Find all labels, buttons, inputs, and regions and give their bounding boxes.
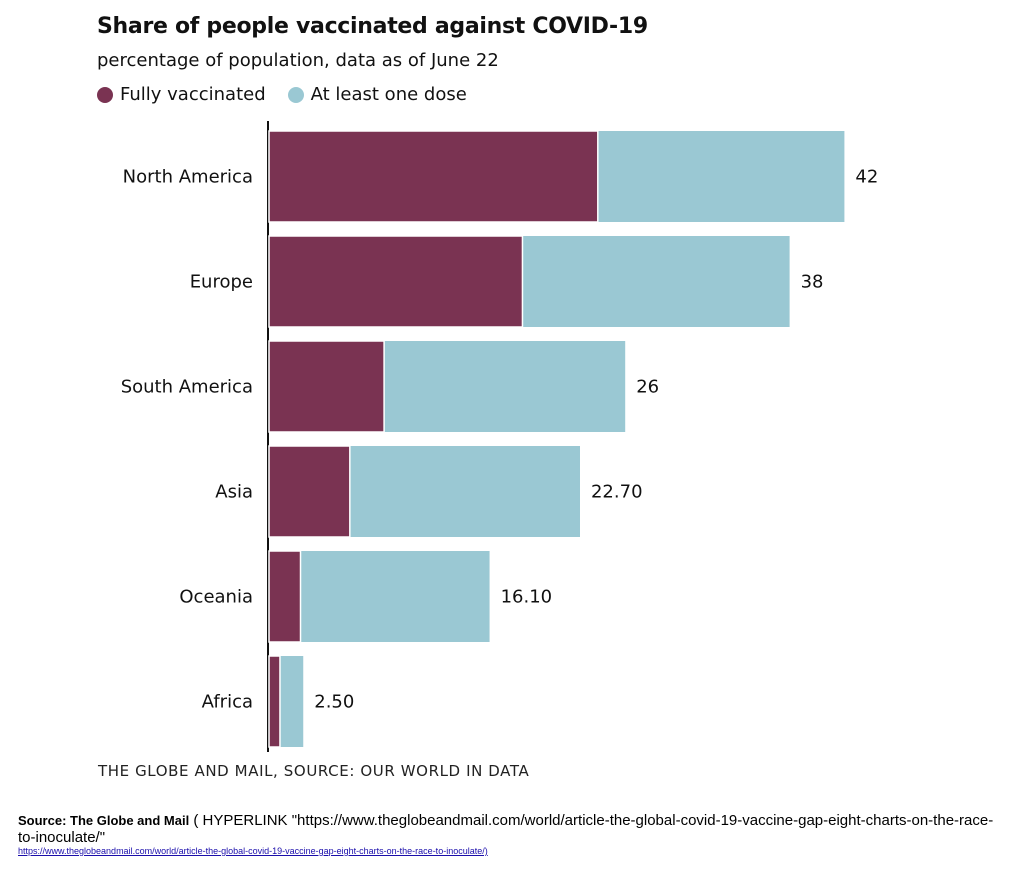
value-label-africa: 2.50 [314, 692, 354, 713]
value-label-europe: 38 [801, 272, 824, 293]
source-link[interactable]: https://www.theglobeandmail.com/world/ar… [18, 846, 488, 856]
bar-fully-vaccinated-africa [268, 655, 281, 748]
legend-label-at-least-one-dose: At least one dose [310, 84, 467, 105]
value-label-south-america: 26 [636, 377, 659, 398]
source-citation: Source: The Globe and Mail ( HYPERLINK "… [18, 812, 1008, 857]
chart-credit: THE GLOBE AND MAIL, SOURCE: OUR WORLD IN… [98, 762, 530, 780]
bar-fully-vaccinated-north-america [268, 130, 599, 223]
bar-at-least-one-dose-oceania [269, 551, 490, 642]
legend-label-fully-vaccinated: Fully vaccinated [120, 84, 266, 105]
bar-fully-vaccinated-south-america [268, 340, 385, 433]
chart-legend: Fully vaccinated At least one dose [97, 84, 489, 105]
category-label-north-america: North America [123, 167, 253, 188]
bar-fully-vaccinated-oceania [268, 550, 302, 643]
source-field-text: ( HYPERLINK "https://www.theglobeandmail… [18, 812, 994, 846]
bar-fully-vaccinated-asia [268, 445, 351, 538]
legend-item-fully-vaccinated: Fully vaccinated [97, 84, 266, 105]
category-label-africa: Africa [202, 692, 253, 713]
chart-subtitle: percentage of population, data as of Jun… [97, 50, 499, 71]
chart-plot: North America 42 Europe 38 South America 26 As… [121, 121, 878, 752]
chart-title: Share of people vaccinated against COVID… [97, 14, 648, 39]
legend-swatch-at-least-one-dose [287, 86, 304, 103]
value-label-asia: 22.70 [591, 482, 643, 503]
category-label-south-america: South America [121, 377, 253, 398]
source-label: Source: The Globe and Mail [18, 813, 190, 828]
category-label-asia: Asia [215, 482, 253, 503]
bar-fully-vaccinated-europe [268, 235, 524, 328]
value-label-north-america: 42 [855, 167, 878, 188]
category-label-europe: Europe [190, 272, 253, 293]
value-label-oceania: 16.10 [501, 587, 553, 608]
legend-item-at-least-one-dose: At least one dose [287, 84, 467, 105]
legend-swatch-fully-vaccinated [97, 86, 113, 103]
category-label-oceania: Oceania [179, 587, 253, 608]
